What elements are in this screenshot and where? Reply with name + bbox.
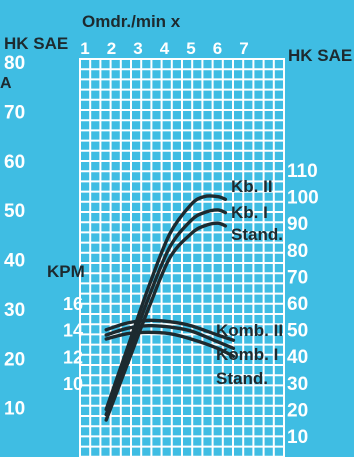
x-tick-label: 6 bbox=[213, 39, 222, 58]
power-curve bbox=[104, 221, 228, 422]
torque-tick-label: 12 bbox=[63, 347, 83, 367]
chart-curves bbox=[104, 194, 236, 422]
left-tick-label: 10 bbox=[4, 399, 25, 420]
chart-grid bbox=[79, 58, 285, 457]
right-tick-label: 70 bbox=[287, 267, 308, 288]
left-axis-title: HK SAE bbox=[4, 34, 68, 53]
chart-labels: Omdr./min x HK SAE HK SAE KPM A bbox=[0, 12, 352, 281]
chart-ticks: 1 2 3 4 5 6 7807060504030201016141210110100908… bbox=[4, 39, 319, 448]
left-tick-label: 50 bbox=[4, 201, 25, 222]
right-tick-label: 80 bbox=[287, 241, 308, 262]
left-tick-label: 30 bbox=[4, 300, 25, 321]
torque-axis-title: KPM bbox=[47, 262, 85, 281]
left-tick-label: 20 bbox=[4, 349, 25, 370]
right-tick-label: 40 bbox=[287, 347, 308, 368]
torque-tick-label: 10 bbox=[63, 374, 83, 394]
right-tick-label: 100 bbox=[287, 188, 319, 209]
right-tick-label: 60 bbox=[287, 294, 308, 315]
right-tick-label: 90 bbox=[287, 214, 308, 235]
left-tick-label: 70 bbox=[4, 102, 25, 123]
right-tick-label: 50 bbox=[287, 321, 308, 342]
torque-curve-label: Komb. I bbox=[216, 345, 278, 364]
torque-curve-label: Komb. II bbox=[216, 321, 283, 340]
x-tick-label: 1 bbox=[80, 39, 89, 58]
rpm-axis-corner-letter: A bbox=[0, 75, 12, 92]
torque-curve bbox=[104, 330, 236, 358]
torque-tick-label: 14 bbox=[63, 321, 83, 341]
torque-curve-label: Stand. bbox=[216, 369, 268, 388]
right-tick-label: 110 bbox=[287, 161, 318, 182]
x-tick-label: 7 bbox=[239, 39, 248, 58]
torque-tick-label: 16 bbox=[63, 294, 83, 314]
curve-labels: Kb. II Kb. I Stand. Komb. II Komb. I Stand. bbox=[216, 177, 283, 388]
power-curve-label: Kb. I bbox=[231, 203, 268, 222]
x-tick-label: 2 bbox=[107, 39, 116, 58]
chart-title: Omdr./min x bbox=[82, 12, 181, 31]
torque-curve bbox=[104, 323, 236, 350]
power-curve bbox=[104, 194, 228, 412]
right-tick-label: 10 bbox=[287, 427, 308, 448]
right-tick-label: 20 bbox=[287, 400, 308, 421]
power-curve-label: Kb. II bbox=[231, 177, 273, 196]
x-tick-label: 3 bbox=[133, 39, 142, 58]
power-curve-label: Stand. bbox=[231, 225, 283, 244]
right-axis-title: HK SAE bbox=[288, 46, 352, 65]
x-tick-label: 4 bbox=[160, 39, 170, 58]
power-curve bbox=[104, 208, 228, 417]
left-tick-label: 80 bbox=[4, 53, 25, 74]
left-tick-label: 40 bbox=[4, 251, 25, 272]
x-tick-label: 5 bbox=[186, 39, 195, 58]
right-tick-label: 30 bbox=[287, 374, 308, 395]
left-tick-label: 60 bbox=[4, 152, 25, 173]
torque-curve bbox=[104, 318, 236, 342]
